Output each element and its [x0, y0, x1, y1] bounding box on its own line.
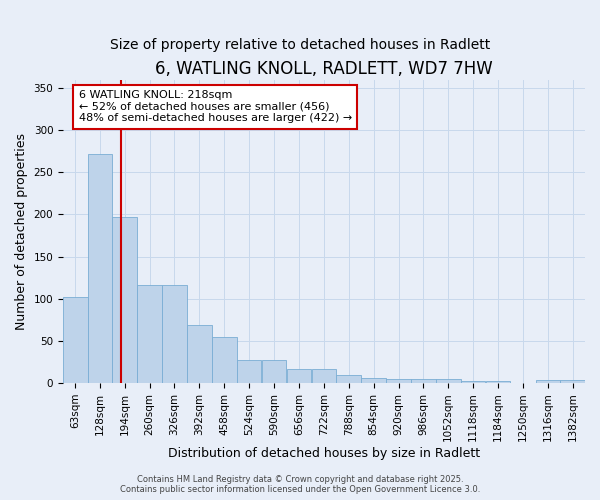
Bar — [311, 368, 336, 383]
Bar — [262, 360, 286, 383]
Bar — [88, 154, 112, 383]
Bar — [486, 382, 511, 383]
Title: 6, WATLING KNOLL, RADLETT, WD7 7HW: 6, WATLING KNOLL, RADLETT, WD7 7HW — [155, 60, 493, 78]
Bar — [63, 297, 88, 383]
Bar — [436, 379, 461, 383]
Bar — [237, 360, 262, 383]
Bar — [162, 285, 187, 383]
Bar — [411, 379, 436, 383]
X-axis label: Distribution of detached houses by size in Radlett: Distribution of detached houses by size … — [168, 447, 480, 460]
Bar — [386, 379, 411, 383]
Bar — [212, 336, 236, 383]
Bar — [536, 380, 560, 383]
Bar — [187, 325, 212, 383]
Text: 6 WATLING KNOLL: 218sqm
← 52% of detached houses are smaller (456)
48% of semi-d: 6 WATLING KNOLL: 218sqm ← 52% of detache… — [79, 90, 352, 124]
Bar — [287, 368, 311, 383]
Text: Size of property relative to detached houses in Radlett: Size of property relative to detached ho… — [110, 38, 490, 52]
Bar — [461, 382, 485, 383]
Text: Contains HM Land Registry data © Crown copyright and database right 2025.
Contai: Contains HM Land Registry data © Crown c… — [120, 474, 480, 494]
Bar — [137, 285, 162, 383]
Bar — [560, 380, 585, 383]
Bar — [337, 376, 361, 383]
Bar — [361, 378, 386, 383]
Bar — [112, 217, 137, 383]
Y-axis label: Number of detached properties: Number of detached properties — [15, 133, 28, 330]
